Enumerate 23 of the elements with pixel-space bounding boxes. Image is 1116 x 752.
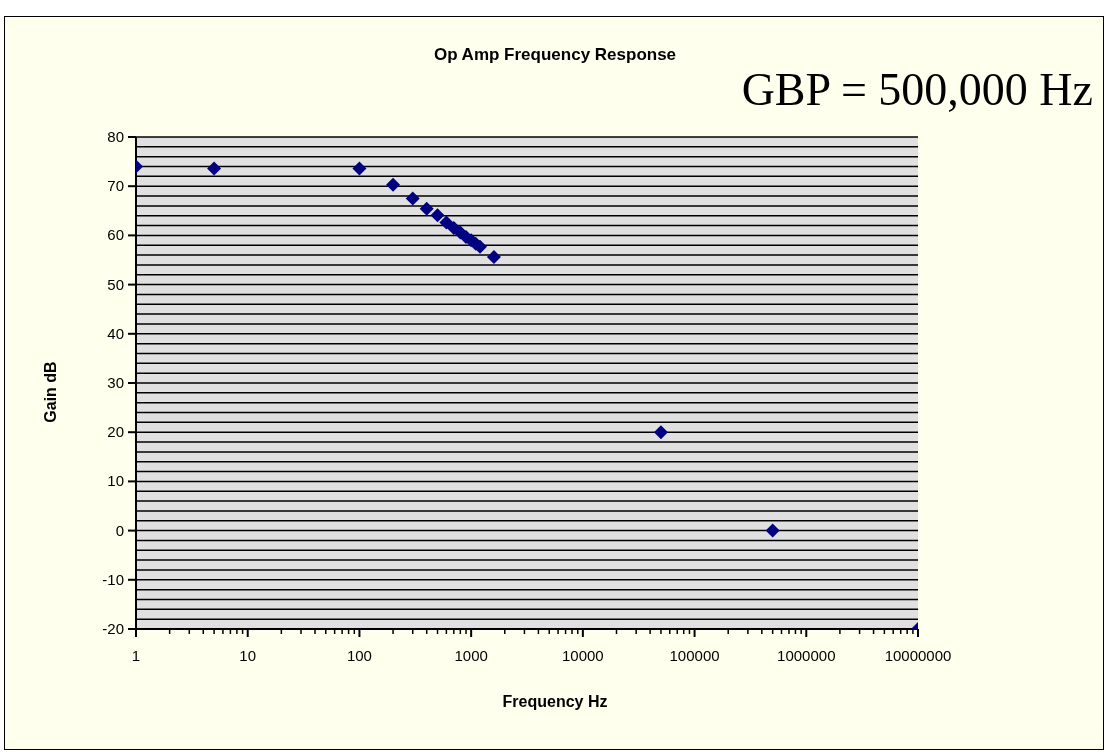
y-tick-label: 0 bbox=[115, 521, 124, 539]
chart-title: Op Amp Frequency Response bbox=[432, 45, 678, 65]
y-tick-label: 40 bbox=[107, 324, 124, 342]
y-tick-label: -20 bbox=[102, 620, 124, 637]
y-tick-label: 30 bbox=[107, 374, 124, 391]
x-tick-label: 10000 bbox=[562, 647, 604, 664]
x-tick-label: 1000 bbox=[454, 647, 488, 664]
y-tick-label: 10 bbox=[107, 472, 124, 490]
y-tick-label: 70 bbox=[107, 177, 124, 195]
x-axis-title: Frequency Hz bbox=[501, 693, 609, 711]
y-axis-title: Gain dB bbox=[42, 361, 60, 423]
y-tick-label: 60 bbox=[107, 226, 124, 244]
y-tick-label: 80 bbox=[107, 128, 124, 145]
y-tick-label: 50 bbox=[107, 275, 124, 293]
text: GBP = 500,000 Hz bbox=[741, 63, 1093, 116]
x-tick-label: 1 bbox=[131, 647, 141, 664]
x-tick-label: 100000 bbox=[669, 647, 720, 664]
x-tick-label: 10000000 bbox=[884, 647, 952, 664]
x-tick-label: 1000000 bbox=[777, 647, 836, 664]
y-tick-label: -10 bbox=[102, 570, 124, 588]
y-tick-label: 20 bbox=[107, 423, 124, 441]
x-tick-label: 10 bbox=[239, 647, 257, 664]
x-tick-label: 100 bbox=[346, 647, 372, 664]
